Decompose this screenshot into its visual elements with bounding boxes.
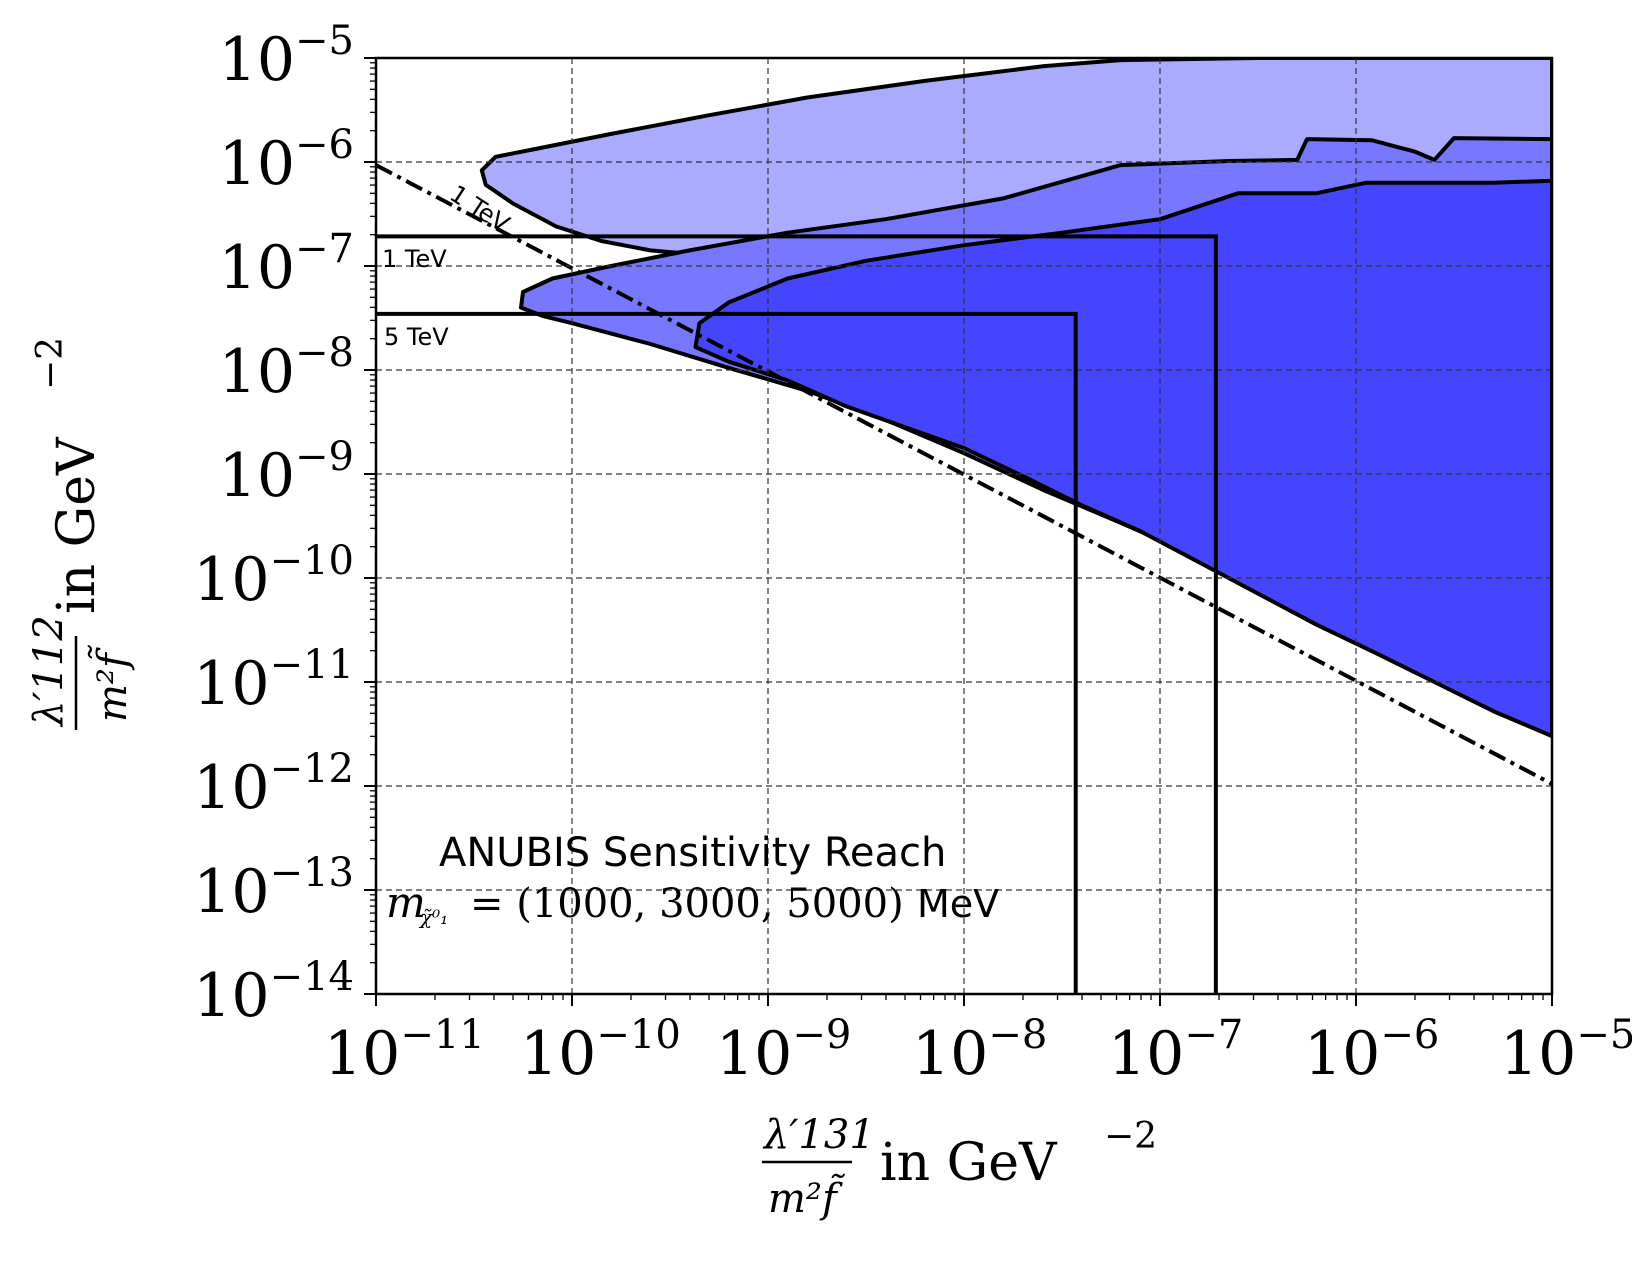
- y-title-denominator: m²f̃: [87, 644, 136, 722]
- y-title-suffix: in GeV: [47, 436, 107, 614]
- bound-line-1: [376, 234, 1218, 994]
- x-tick-label: 10−8: [912, 1012, 1047, 1089]
- bound-label-1tev: 1 TeV: [382, 245, 447, 273]
- y-title-numerator: λ′112: [26, 615, 72, 728]
- bound-line-2: [376, 311, 1078, 994]
- annotation-values: = (1000, 3000, 5000): [470, 881, 904, 927]
- x-title-exponent: −2: [1104, 1116, 1157, 1157]
- y-tick-label: 10−5: [219, 18, 354, 95]
- y-title-exponent: −2: [30, 337, 71, 390]
- x-tick-label: 10−9: [716, 1012, 851, 1089]
- x-tick-label: 10−5: [1500, 1012, 1632, 1089]
- x-tick-label: 10−6: [1304, 1012, 1439, 1089]
- annotation-mass-sub: χ̃⁰₁: [418, 905, 448, 929]
- y-tick-label: 10−10: [193, 538, 354, 615]
- y-tick-label: 10−6: [219, 122, 354, 199]
- x-title-denominator: m²f̃: [768, 1173, 846, 1222]
- annotation-unit: MeV: [917, 882, 999, 926]
- x-axis-title: λ′131 m²f̃ in GeV −2: [762, 1112, 1157, 1222]
- x-title-numerator: λ′131: [762, 1112, 875, 1158]
- y-axis-title: λ′112 m²f̃ in GeV −2: [26, 337, 136, 730]
- sensitivity-region-3: [693, 178, 1552, 739]
- y-tick-label: 10−14: [193, 954, 354, 1031]
- y-tick-label: 10−13: [193, 850, 354, 927]
- annotation-title: ANUBIS Sensitivity Reach: [439, 830, 946, 876]
- x-tick-label: 10−11: [324, 1012, 485, 1089]
- y-tick-label: 10−7: [219, 226, 354, 303]
- x-tick-label: 10−10: [520, 1012, 681, 1089]
- y-tick-label: 10−12: [193, 746, 354, 823]
- axes-frame: [374, 56, 1554, 996]
- bound-label-5tev: 5 TeV: [384, 323, 449, 351]
- y-tick-label: 10−11: [193, 642, 354, 719]
- x-tick-label: 10−7: [1108, 1012, 1243, 1089]
- annotation-mass-symbol: m: [386, 878, 426, 927]
- y-tick-label: 10−8: [219, 330, 354, 407]
- x-title-suffix: in GeV: [880, 1133, 1058, 1193]
- y-tick-label: 10−9: [219, 434, 354, 511]
